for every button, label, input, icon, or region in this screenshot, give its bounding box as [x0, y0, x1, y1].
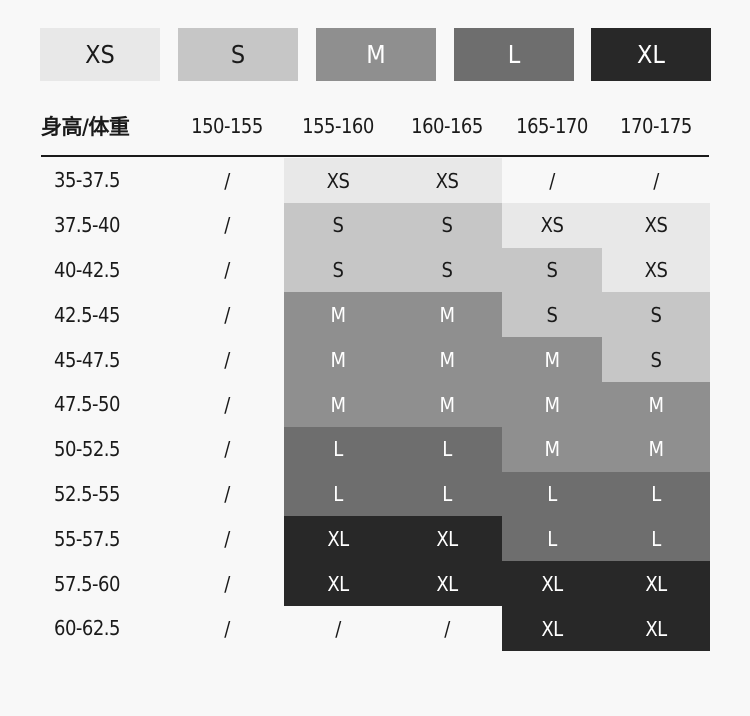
- size-cell: L: [502, 516, 602, 562]
- size-cell: L: [602, 471, 710, 517]
- size-cell: /: [224, 168, 230, 193]
- legend-l: L: [454, 28, 574, 81]
- size-cell: XL: [502, 606, 602, 652]
- header-height-col: 160-165: [411, 114, 483, 138]
- size-cell: M: [284, 337, 392, 383]
- size-cell: XL: [602, 561, 710, 607]
- row-weight-label: 35-37.5: [54, 168, 120, 193]
- row-weight-label: 37.5-40: [54, 213, 120, 238]
- size-cell: L: [284, 471, 392, 517]
- row-weight-label: 52.5-55: [54, 481, 120, 506]
- row-weight-label: 55-57.5: [54, 526, 120, 551]
- size-cell: M: [502, 337, 602, 383]
- size-cell: /: [224, 347, 230, 372]
- header-height-col: 165-170: [516, 114, 588, 138]
- size-cell: S: [284, 247, 392, 293]
- header-height-col: 150-155: [191, 114, 263, 138]
- size-cell: S: [502, 292, 602, 338]
- size-cell: M: [392, 292, 502, 338]
- size-cell: XL: [284, 516, 392, 562]
- row-weight-label: 40-42.5: [54, 257, 120, 282]
- size-cell: XL: [392, 516, 502, 562]
- header-height-col: 155-160: [302, 114, 374, 138]
- size-cell: S: [392, 202, 502, 249]
- size-cell: L: [284, 426, 392, 473]
- size-cell: L: [502, 471, 602, 517]
- legend-m: M: [316, 28, 436, 81]
- size-cell: /: [224, 392, 230, 417]
- size-cell: /: [224, 303, 230, 328]
- size-cell: XS: [284, 158, 392, 204]
- size-cell: XS: [502, 202, 602, 249]
- header-divider: [41, 155, 709, 157]
- size-cell: M: [502, 426, 602, 473]
- row-weight-label: 60-62.5: [54, 616, 120, 641]
- size-cell: /: [224, 571, 230, 596]
- size-cell: M: [284, 382, 392, 428]
- size-cell: L: [392, 426, 502, 473]
- size-cell: XL: [284, 561, 392, 607]
- legend-xs: XS: [40, 28, 160, 81]
- legend-s: S: [178, 28, 298, 81]
- row-weight-label: 50-52.5: [54, 437, 120, 462]
- size-cell: /: [549, 168, 555, 193]
- size-cell: S: [392, 247, 502, 293]
- size-cell: M: [284, 292, 392, 338]
- size-cell: S: [502, 247, 602, 293]
- header-height-col: 170-175: [620, 114, 692, 138]
- size-cell: /: [224, 616, 230, 641]
- size-cell: /: [224, 527, 230, 552]
- size-cell: XS: [602, 247, 710, 293]
- size-cell: M: [602, 426, 710, 473]
- legend-xl: XL: [591, 28, 711, 81]
- row-weight-label: 42.5-45: [54, 302, 120, 327]
- size-cell: M: [392, 337, 502, 383]
- size-cell: XL: [502, 561, 602, 607]
- size-cell: /: [224, 482, 230, 507]
- size-cell: /: [335, 616, 341, 641]
- row-weight-label: 57.5-60: [54, 571, 120, 596]
- row-weight-label: 47.5-50: [54, 392, 120, 417]
- size-cell: /: [224, 213, 230, 238]
- size-cell: /: [444, 616, 450, 641]
- size-cell: /: [224, 258, 230, 283]
- size-cell: XL: [392, 561, 502, 607]
- size-cell: M: [392, 382, 502, 428]
- size-cell: XS: [392, 158, 502, 204]
- size-cell: XL: [602, 606, 710, 652]
- size-cell: L: [392, 471, 502, 517]
- size-cell: /: [653, 168, 659, 193]
- size-cell: /: [224, 437, 230, 462]
- size-cell: L: [602, 516, 710, 562]
- size-cell: M: [502, 382, 602, 428]
- size-cell: S: [602, 292, 710, 338]
- size-cell: XS: [602, 202, 710, 249]
- size-cell: S: [602, 337, 710, 383]
- header-height-weight: 身高/体重: [41, 115, 130, 139]
- row-weight-label: 45-47.5: [54, 347, 120, 372]
- size-cell: S: [284, 202, 392, 249]
- size-cell: M: [602, 382, 710, 428]
